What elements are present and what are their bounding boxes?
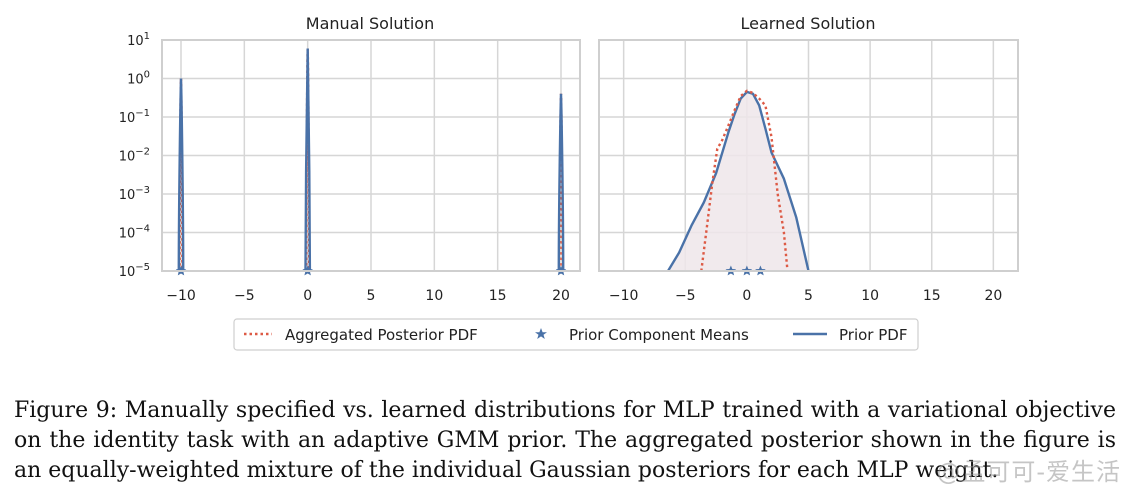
x-tick-label: 15 [489, 288, 507, 304]
prior-pdf-line [666, 90, 810, 272]
prior-pdf-spike [557, 93, 565, 272]
y-tick-label: 10−3 [119, 185, 150, 203]
x-tick-label: 5 [804, 288, 813, 304]
manual-solution-panel: Manual Solution −10 −5 0 5 10 15 20 10−5 10−4 10… [119, 14, 581, 304]
x-tick-label: −5 [675, 288, 696, 304]
learned-solution-title: Learned Solution [741, 14, 876, 33]
legend-prior-label: Prior PDF [839, 326, 907, 344]
figure: Manual Solution −10 −5 0 5 10 15 20 10−510−410… [119, 14, 1019, 351]
y-tick-label: 100 [127, 70, 150, 88]
x-tick-label: 5 [367, 288, 376, 304]
x-tick-label: −10 [166, 288, 196, 304]
y-tick-label: 101 [127, 31, 150, 49]
y-tick-label: 10−5 [119, 262, 150, 280]
figure-caption: Figure 9: Manually specified vs. learned… [14, 398, 1116, 483]
legend-means-label: Prior Component Means [569, 326, 749, 344]
prior-pdf-fill [668, 91, 809, 272]
watermark: @孟可可-爱生活 [936, 458, 1121, 486]
y-tick-label: 10−1 [119, 108, 150, 126]
x-tick-label: −10 [609, 288, 639, 304]
x-tick-label: 10 [861, 288, 879, 304]
x-tick-label: −5 [234, 288, 255, 304]
posterior-pdf-line [700, 89, 789, 272]
y-tick-label: 10−4 [119, 224, 150, 242]
x-tick-label: 20 [984, 288, 1002, 304]
x-tick-label: 0 [303, 288, 312, 304]
legend-means-marker [535, 328, 547, 339]
learned-solution-panel: Learned Solution −10 −5 0 5 10 15 20 [598, 14, 1019, 304]
x-tick-label: 10 [425, 288, 443, 304]
manual-solution-frame [161, 39, 581, 272]
legend-box [233, 318, 919, 351]
learned-solution-frame [598, 39, 1019, 272]
manual-solution-title: Manual Solution [306, 14, 434, 33]
prior-pdf-spike [304, 48, 312, 272]
legend-posterior-label: Aggregated Posterior PDF [285, 326, 478, 344]
x-tick-label: 15 [923, 288, 941, 304]
x-tick-label: 20 [552, 288, 570, 304]
legend: Aggregated Posterior PDF Prior Component… [233, 318, 919, 351]
y-tick-label: 10−2 [119, 147, 150, 165]
x-tick-label: 0 [742, 288, 751, 304]
prior-pdf-spike [177, 78, 185, 272]
